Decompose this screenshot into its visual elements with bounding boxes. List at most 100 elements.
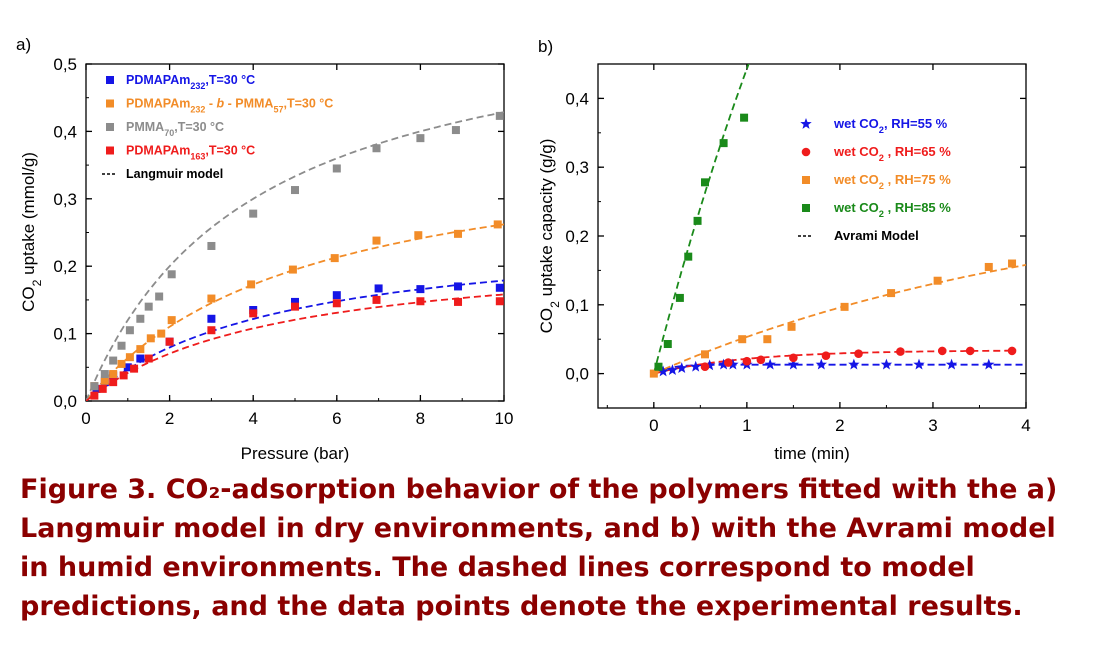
data-point bbox=[787, 358, 800, 370]
legend-entry: PDMAPAm232,T=30 °C bbox=[126, 73, 255, 91]
data-point bbox=[249, 309, 258, 318]
fit-curve bbox=[653, 349, 1012, 375]
x-tick-label: 1 bbox=[742, 416, 751, 435]
data-point bbox=[90, 382, 99, 391]
data-point bbox=[703, 359, 716, 371]
data-point bbox=[454, 297, 463, 306]
x-tick-label: 3 bbox=[928, 416, 937, 435]
data-point bbox=[332, 291, 341, 300]
x-tick-label: 0 bbox=[649, 416, 658, 435]
data-point bbox=[144, 354, 153, 363]
data-point bbox=[693, 216, 702, 225]
data-point bbox=[495, 111, 504, 120]
fit-curve bbox=[652, 64, 750, 374]
data-point bbox=[821, 351, 831, 361]
data-point bbox=[454, 229, 463, 238]
data-point bbox=[146, 334, 155, 343]
caption-line-3: in humid environments. The dashed lines … bbox=[20, 552, 975, 583]
data-point bbox=[787, 322, 796, 331]
data-point bbox=[165, 337, 174, 346]
fit-curve bbox=[86, 111, 504, 401]
legend-entry: wet CO2 , RH=85 % bbox=[833, 200, 951, 219]
data-point bbox=[157, 329, 166, 338]
data-point bbox=[291, 302, 299, 311]
data-point bbox=[840, 302, 849, 311]
data-point bbox=[896, 347, 905, 356]
data-point bbox=[136, 354, 145, 363]
data-point bbox=[983, 358, 995, 370]
data-point bbox=[155, 292, 164, 301]
data-point bbox=[684, 252, 693, 261]
data-point bbox=[291, 297, 299, 306]
data-point bbox=[495, 283, 504, 292]
caption-line-1: Figure 3. CO₂-adsorption behavior of the… bbox=[20, 474, 1058, 505]
data-point bbox=[764, 358, 776, 370]
legend-marker bbox=[106, 146, 114, 155]
data-point bbox=[125, 326, 134, 335]
data-point bbox=[332, 299, 341, 308]
data-point bbox=[332, 164, 341, 173]
x-tick-label: 4 bbox=[248, 409, 257, 428]
data-point bbox=[109, 370, 118, 379]
y-tick-label: 0,2 bbox=[565, 227, 589, 246]
data-point bbox=[454, 282, 463, 291]
chart-panel-a: a) 0 2 4 6 8 10 0,0 0,1 0,2 0,3 0,4 0,5 Pressure (bar… bbox=[16, 35, 513, 463]
data-point bbox=[372, 295, 381, 304]
legend-marker bbox=[801, 147, 811, 157]
y-tick-label: 0,2 bbox=[53, 257, 77, 276]
data-point bbox=[90, 391, 99, 400]
data-point bbox=[117, 341, 126, 350]
y-axis-label: CO2 uptake capacity (g/g) bbox=[537, 139, 562, 334]
data-point bbox=[330, 254, 339, 263]
data-point bbox=[414, 231, 423, 240]
data-point bbox=[451, 126, 460, 135]
data-point bbox=[848, 358, 860, 370]
x-tick-label: 4 bbox=[1021, 416, 1030, 435]
legend-entry: wet CO2 , RH=65 % bbox=[833, 144, 951, 163]
chart-panel-b: b) 0 1 2 3 4 0,0 0,1 0,2 0,3 0,4 time (min) CO2 upta… bbox=[537, 37, 1031, 463]
data-point bbox=[689, 360, 702, 372]
x-tick-label: 0 bbox=[81, 409, 90, 428]
fit-curve bbox=[86, 223, 504, 401]
data-point bbox=[913, 358, 925, 370]
legend-entry: wet CO2 , RH=75 % bbox=[833, 172, 951, 191]
data-point bbox=[416, 297, 425, 306]
legend-entry: PDMAPAm232 - b - PMMA57,T=30 °C bbox=[126, 97, 333, 115]
legend: PDMAPAm232,T=30 °C PDMAPAm232 - b - PMMA5… bbox=[102, 73, 333, 181]
data-point bbox=[727, 358, 739, 370]
data-point bbox=[207, 241, 216, 250]
data-point bbox=[109, 356, 118, 365]
fit-curve bbox=[653, 363, 1026, 375]
data-point bbox=[738, 335, 747, 344]
data-point bbox=[657, 365, 669, 377]
y-tick-label: 0,0 bbox=[53, 392, 77, 411]
y-tick-label: 0,4 bbox=[565, 89, 589, 108]
data-point bbox=[742, 356, 752, 366]
data-point bbox=[100, 376, 109, 385]
legend-entry: PMMA70,T=30 °C bbox=[126, 120, 224, 138]
data-point bbox=[763, 335, 772, 344]
data-point bbox=[372, 144, 381, 153]
caption-line-2: Langmuir model in dry environments, and … bbox=[20, 513, 1056, 544]
x-tick-label: 6 bbox=[332, 409, 341, 428]
legend: wet CO2, RH=55 % wet CO2 , RH=65 % wet CO2… bbox=[798, 116, 951, 243]
data-point bbox=[372, 236, 381, 245]
data-point bbox=[654, 362, 663, 371]
data-point bbox=[717, 358, 730, 370]
data-point bbox=[880, 358, 893, 370]
data-point bbox=[167, 316, 176, 325]
data-point bbox=[740, 113, 749, 122]
data-point bbox=[675, 293, 684, 302]
data-point bbox=[495, 297, 504, 306]
data-point bbox=[123, 363, 132, 372]
legend-marker bbox=[800, 118, 812, 129]
data-point bbox=[701, 178, 709, 187]
data-point bbox=[98, 384, 107, 393]
legend-marker bbox=[106, 99, 114, 108]
data-point bbox=[119, 371, 128, 380]
data-point bbox=[247, 280, 256, 289]
data-point bbox=[493, 220, 502, 229]
panel-label: a) bbox=[16, 35, 31, 54]
y-tick-label: 0,4 bbox=[53, 122, 77, 141]
data-point bbox=[789, 353, 798, 363]
